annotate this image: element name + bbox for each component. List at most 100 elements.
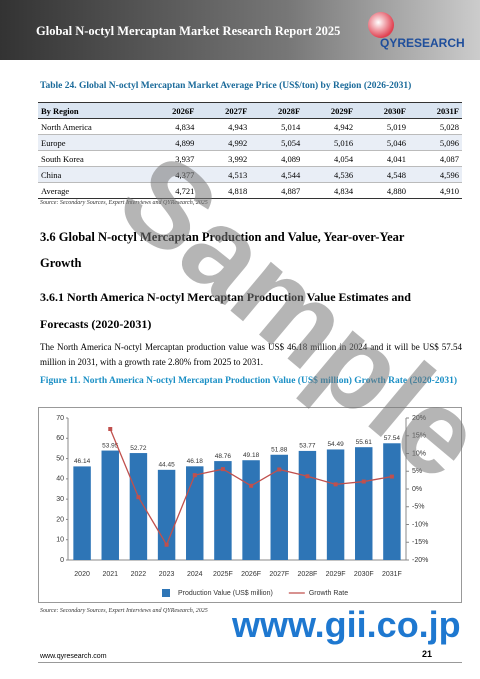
x-tick-label: 2027F bbox=[269, 571, 289, 578]
y2-tick-label: 20% bbox=[412, 415, 426, 422]
y-tick-label: 20 bbox=[56, 516, 64, 523]
table-cell: 3,937 bbox=[144, 150, 198, 167]
logo: QYRESEARCH bbox=[380, 36, 465, 50]
table-cell: 4,910 bbox=[409, 182, 462, 199]
table-cell: 4,054 bbox=[303, 150, 357, 167]
table-cell: 3,992 bbox=[197, 150, 251, 167]
table-cell: 5,028 bbox=[409, 118, 462, 135]
x-tick-label: 2029F bbox=[326, 571, 346, 578]
table-cell: North America bbox=[38, 118, 145, 135]
growth-marker bbox=[305, 474, 310, 479]
table-cell: 4,943 bbox=[197, 118, 251, 135]
y-tick-label: 60 bbox=[56, 435, 64, 442]
chart: 0 10 20 30 40 50 60 70 -20% -15% -10% -5% 0% 5% 10% 15%… bbox=[38, 407, 462, 603]
table-cell: 4,992 bbox=[197, 134, 251, 151]
header-title: Global N-octyl Mercaptan Market Research… bbox=[36, 24, 341, 38]
table-cell: 4,721 bbox=[144, 182, 198, 199]
table-cell: 2026F bbox=[144, 102, 198, 119]
table-cell: South Korea bbox=[38, 150, 145, 167]
growth-marker bbox=[164, 542, 169, 547]
y2-tick-label: -15% bbox=[412, 539, 428, 546]
x-tick-label: 2026F bbox=[241, 571, 261, 578]
y-tick-label: 30 bbox=[56, 496, 64, 503]
x-tick-label: 2031F bbox=[382, 571, 402, 578]
table-cell: 4,596 bbox=[409, 166, 462, 183]
y-tick-label: 40 bbox=[56, 476, 64, 483]
y2-tick-label: -5% bbox=[412, 504, 424, 511]
table-cell: Europe bbox=[38, 134, 145, 151]
table-row: By Region 2026F 2027F 2028F 2029F 2030F 2031F bbox=[38, 102, 462, 119]
growth-marker bbox=[220, 467, 225, 472]
table-cell: Average bbox=[38, 182, 145, 199]
growth-marker bbox=[249, 483, 254, 488]
data-label: 54.49 bbox=[327, 441, 344, 448]
table-cell: 2028F bbox=[250, 102, 304, 119]
x-tick-label: 2022 bbox=[131, 571, 147, 578]
section-heading: 3.6 Global N-octyl Mercaptan Production … bbox=[40, 230, 405, 270]
table-cell: 4,899 bbox=[144, 134, 198, 151]
table-cell: 4,089 bbox=[250, 150, 304, 167]
price-table: By Region 2026F 2027F 2028F 2029F 2030F 2031F N… bbox=[38, 102, 462, 199]
table-cell: 5,046 bbox=[356, 134, 409, 151]
growth-marker bbox=[108, 427, 113, 432]
table-row: North America 4,834 4,943 5,014 4,942 5,019 5,… bbox=[38, 118, 462, 135]
table-cell: 5,054 bbox=[250, 134, 304, 151]
y2-tick-label: 5% bbox=[412, 468, 422, 475]
bar bbox=[242, 460, 260, 560]
table-cell: 4,041 bbox=[356, 150, 409, 167]
y2-tick-label: -20% bbox=[412, 557, 428, 564]
bar bbox=[326, 449, 345, 560]
table-cell: By Region bbox=[38, 102, 145, 119]
bar bbox=[73, 466, 91, 560]
logo-icon bbox=[368, 12, 394, 38]
table-cell: 4,880 bbox=[356, 182, 409, 199]
bar bbox=[101, 450, 119, 560]
y2-tick-label: 15% bbox=[412, 433, 426, 440]
paragraph: The North America N-octyl Mercaptan prod… bbox=[40, 342, 462, 367]
table-cell: China bbox=[38, 166, 145, 183]
table-row: South Korea 3,937 3,992 4,089 4,054 4,041 4,08… bbox=[38, 150, 462, 167]
y-tick-label: 50 bbox=[56, 455, 64, 462]
table-cell: 4,548 bbox=[356, 166, 409, 183]
table-cell: 5,019 bbox=[356, 118, 409, 135]
data-label: 44.45 bbox=[158, 462, 175, 469]
y-tick-label: 70 bbox=[56, 415, 64, 422]
bar bbox=[383, 443, 401, 560]
growth-marker bbox=[389, 474, 394, 479]
figure-source: Source: Secondary Sources, Expert Interv… bbox=[40, 608, 208, 614]
subsection-heading: 3.6.1 North America N-octyl Mercaptan Pr… bbox=[40, 290, 411, 331]
table-cell: 4,087 bbox=[409, 150, 462, 167]
page-number: 21 bbox=[422, 649, 433, 659]
footer-website: www.qyresearch.com bbox=[40, 653, 107, 660]
table-row: Average 4,721 4,818 4,887 4,834 4,880 4,910 bbox=[38, 182, 462, 199]
bar bbox=[129, 453, 148, 560]
table-cell: 4,834 bbox=[303, 182, 357, 199]
table-cell: 2027F bbox=[197, 102, 251, 119]
x-tick-label: 2025F bbox=[213, 571, 233, 578]
data-label: 55.61 bbox=[356, 439, 373, 446]
y-tick-label: 0 bbox=[60, 557, 64, 564]
x-tick-label: 2023 bbox=[159, 571, 175, 578]
x-tick-label: 2030F bbox=[354, 571, 374, 578]
data-label: 49.18 bbox=[243, 452, 260, 459]
data-label: 53.95 bbox=[102, 442, 119, 449]
growth-marker bbox=[277, 467, 282, 472]
legend-label: Production Value (US$ million) bbox=[178, 590, 273, 597]
table-cell: 4,887 bbox=[250, 182, 304, 199]
table-source: Source: Secondary Sources, Expert Interv… bbox=[40, 200, 208, 206]
table-title: Table 24. Global N-octyl Mercaptan Marke… bbox=[40, 81, 412, 91]
table-cell: 4,834 bbox=[144, 118, 198, 135]
legend-label: Growth Rate bbox=[309, 590, 348, 597]
legend-swatch bbox=[162, 589, 170, 597]
footer-rule bbox=[38, 662, 462, 663]
y2-tick-label: 0% bbox=[412, 486, 422, 493]
watermark-site: www.gii.co.jp bbox=[232, 604, 461, 645]
table-cell: 4,942 bbox=[303, 118, 357, 135]
table-row: China 4,377 4,513 4,544 4,536 4,548 4,596 bbox=[38, 166, 462, 183]
table-cell: 5,014 bbox=[250, 118, 304, 135]
bar bbox=[355, 447, 373, 560]
table-cell: 4,536 bbox=[303, 166, 357, 183]
figure-title: Figure 11. North America N-octyl Mercapt… bbox=[40, 376, 457, 386]
data-label: 46.14 bbox=[74, 458, 91, 465]
